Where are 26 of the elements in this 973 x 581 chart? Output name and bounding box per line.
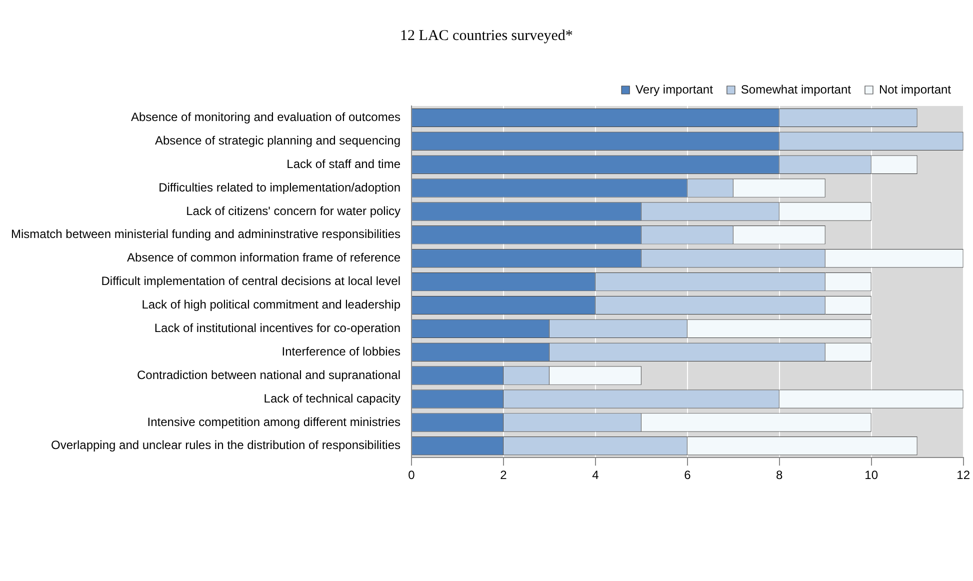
y-tick-label: Lack of high political commitment and leadership <box>142 298 401 312</box>
y-tick-label: Difficult implementation of central decisions at local level <box>101 274 401 288</box>
x-tick-label: 12 <box>956 468 970 482</box>
x-tick-label: 10 <box>864 468 878 482</box>
y-tick-label: Absence of strategic planning and sequencing <box>155 133 401 148</box>
y-tick-label: Difficulties related to implementation/adoption <box>158 180 401 194</box>
y-tick-label: Contradiction between national and supranational <box>136 368 401 382</box>
y-tick-label: Lack of citizens' concern for water policy <box>186 204 401 218</box>
y-tick-label: Interference of lobbies <box>282 344 401 358</box>
y-tick-label: Mismatch between ministerial funding and admininstrative responsibilities <box>10 227 401 242</box>
x-tick-label: 0 <box>408 468 416 482</box>
y-tick-label: Lack of technical capacity <box>264 391 401 406</box>
y-tick-label: Intensive competition among different ministries <box>147 414 401 429</box>
y-tick-label: Overlapping and unclear rules in the distribution of responsibilities <box>50 438 401 452</box>
legend-label: Very important <box>636 82 714 96</box>
x-tick-label: 6 <box>684 468 692 482</box>
x-tick-label: 4 <box>592 468 600 482</box>
x-tick-label: 2 <box>500 468 508 482</box>
legend-label: Not important <box>878 82 952 96</box>
x-tick-label: 8 <box>776 468 784 482</box>
chart-title: 12 LAC countries surveyed* <box>399 28 574 45</box>
y-tick-label: Absence of common information frame of reference <box>127 250 401 265</box>
y-tick-label: Lack of staff and time <box>286 156 401 171</box>
y-tick-label: Lack of institutional incentives for co-operation <box>154 320 401 335</box>
legend-label: Somewhat important <box>740 82 852 96</box>
y-tick-label: Absence of monitoring and evaluation of outcomes <box>131 110 401 124</box>
